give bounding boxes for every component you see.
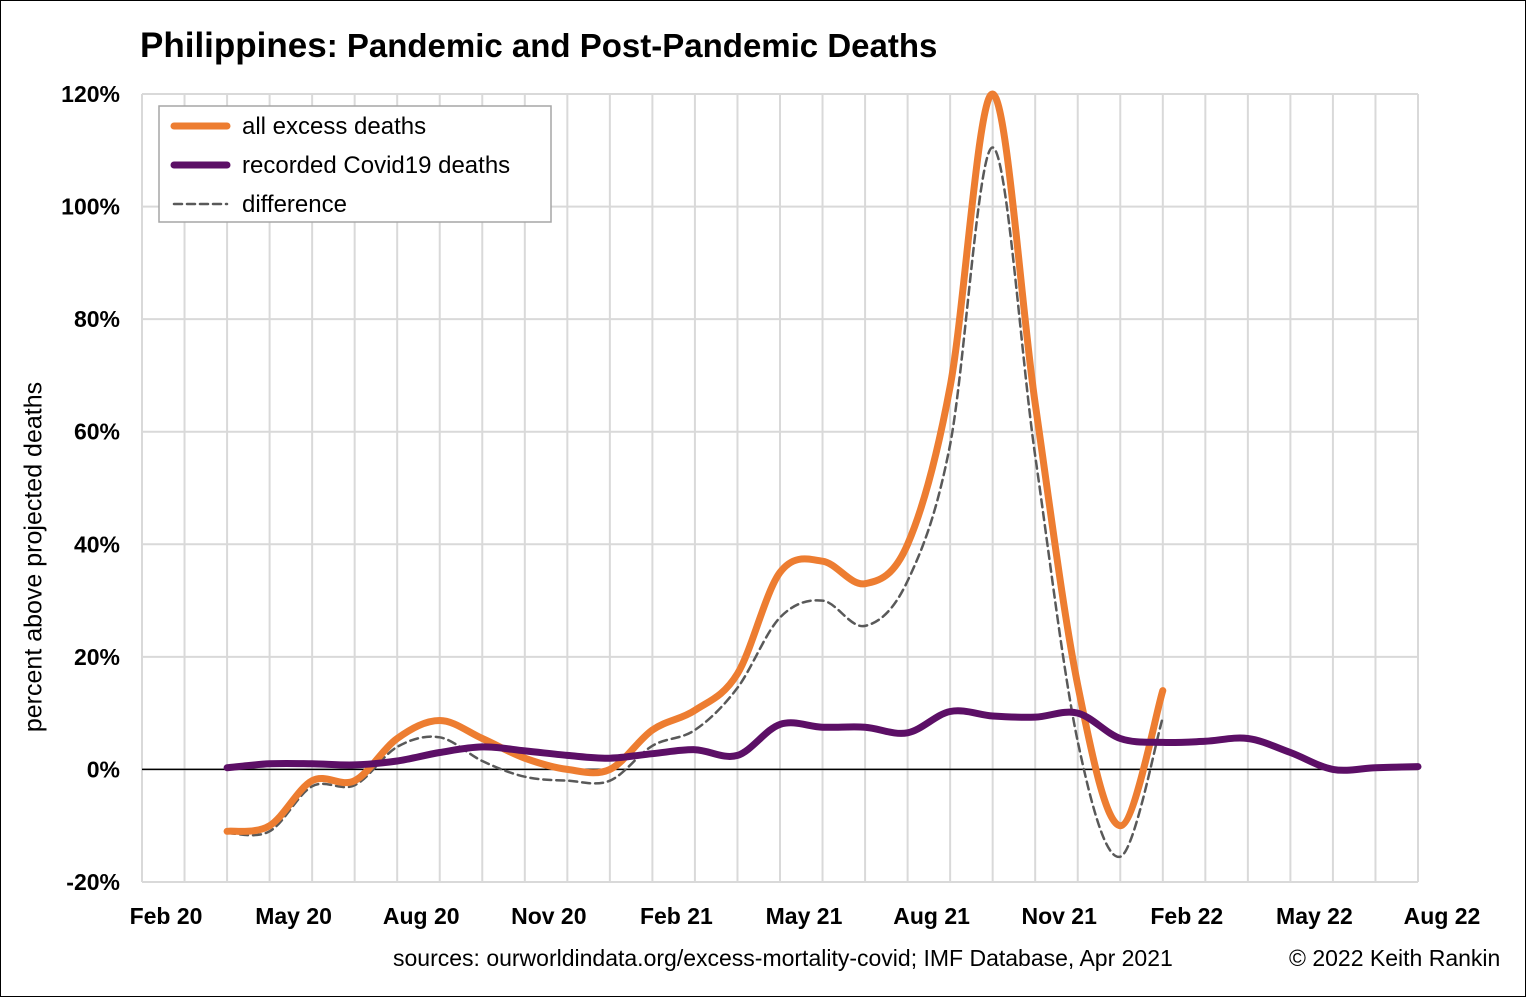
legend-label: recorded Covid19 deaths [242, 152, 510, 179]
series-line-recorded-covid19-deaths [223, 707, 1422, 774]
y-tick-label: 120% [61, 81, 120, 107]
footer-sources: sources: ourworldindata.org/excess-morta… [393, 945, 1173, 971]
y-tick-label: 100% [61, 194, 120, 220]
x-tick-label: May 21 [766, 903, 843, 929]
legend-label: all excess deaths [242, 113, 426, 140]
x-tick-label: Feb 20 [130, 903, 203, 929]
series-line-difference [225, 146, 1165, 858]
title-rest: : Pandemic and Post-Pandemic Deaths [326, 27, 938, 64]
legend-label: difference [242, 191, 347, 218]
chart-title: Philippines: Pandemic and Post-Pandemic … [140, 26, 937, 66]
x-tick-label: Nov 21 [1021, 903, 1097, 929]
y-tick-label: -20% [66, 869, 120, 895]
y-tick-label: 80% [74, 306, 120, 332]
series-line-all-excess-deaths [223, 90, 1167, 835]
y-tick-label: 60% [74, 419, 120, 445]
x-tick-label: Feb 21 [640, 903, 713, 929]
y-tick-label: 0% [87, 756, 120, 782]
y-tick-label: 20% [74, 644, 120, 670]
x-tick-label: Aug 22 [1404, 903, 1481, 929]
footer-copyright: © 2022 Keith Rankin [1289, 945, 1501, 971]
x-tick-label: Aug 20 [383, 903, 460, 929]
title-country: Philippines [140, 26, 327, 65]
x-tick-label: May 20 [255, 903, 332, 929]
x-tick-label: Feb 22 [1150, 903, 1223, 929]
x-tick-label: Nov 20 [511, 903, 586, 929]
x-tick-label: May 22 [1276, 903, 1353, 929]
y-tick-label: 40% [74, 531, 120, 557]
x-tick-label: Aug 21 [893, 903, 970, 929]
